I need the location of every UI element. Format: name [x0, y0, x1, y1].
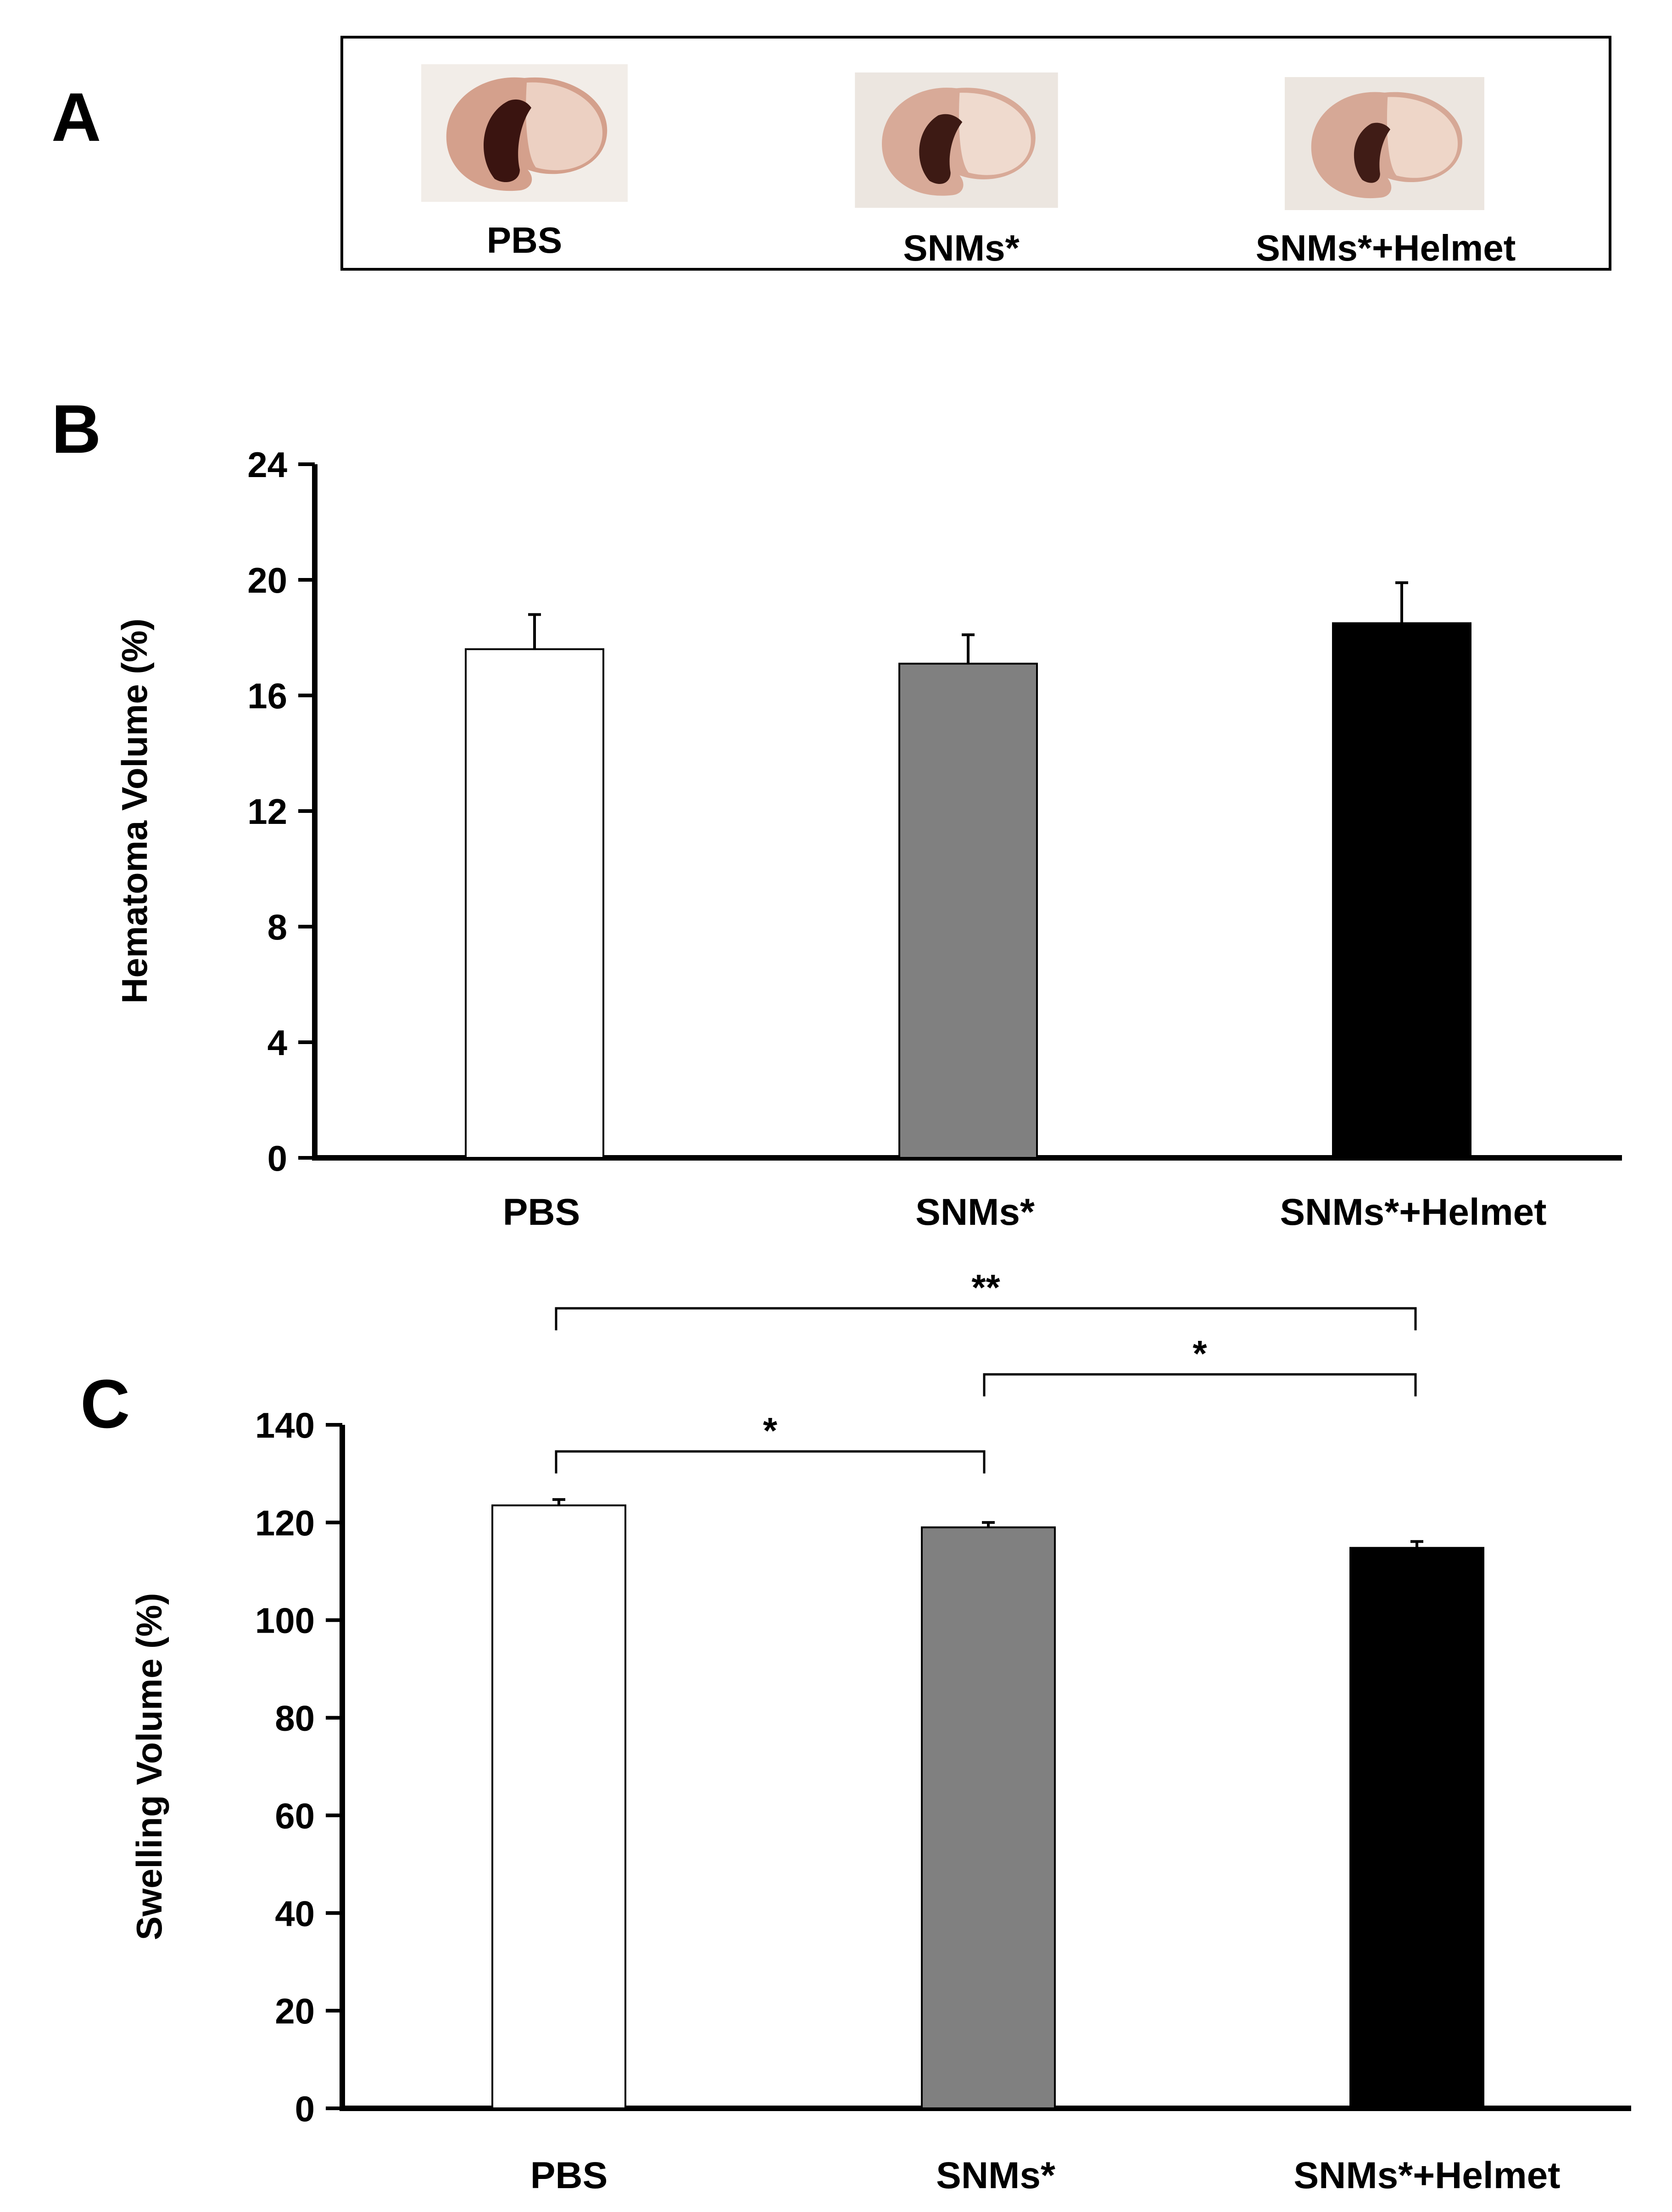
chart-b-hematoma: 0 4 8 12 16 20 24 Hematoma Volume (%) PBS SNMs* SN… — [114, 445, 1622, 1233]
y-tick-label: 4 — [268, 1023, 287, 1063]
bar-2 — [898, 662, 1038, 1159]
panel-a-label-snms-helmet: SNMs*+Helmet — [1255, 228, 1516, 268]
panel-a-label-snms: SNMs* — [903, 228, 1020, 268]
y-tick-label: 24 — [247, 445, 287, 485]
y-axis-label: Swelling Volume (%) — [129, 1593, 169, 1940]
panel-a-label-pbs: PBS — [486, 220, 563, 261]
y-axis-label: Hematoma Volume (%) — [114, 618, 155, 1003]
brain-section-snms-helmet-icon — [1285, 77, 1484, 210]
y-tick-label: 8 — [268, 907, 287, 947]
y-tick-label: 12 — [247, 791, 287, 832]
panel-a-frame — [340, 36, 1611, 271]
panel-b-letter: B — [51, 390, 101, 467]
y-tick-label: 0 — [295, 2089, 315, 2129]
x-category-label: PBS — [530, 2155, 608, 2196]
y-tick-label: 16 — [247, 676, 287, 716]
bar-3 — [1332, 622, 1471, 1159]
x-category-label: SNMs* — [936, 2155, 1055, 2196]
significance-label: * — [763, 1410, 778, 1451]
significance-label: * — [1193, 1333, 1207, 1374]
y-tick-label: 0 — [268, 1138, 287, 1178]
panel-a-letter: A — [51, 78, 101, 156]
y-tick-label: 80 — [275, 1698, 315, 1739]
x-category-label: PBS — [503, 1191, 580, 1233]
significance-label: ** — [971, 1267, 1000, 1308]
significance-bracket — [555, 1307, 1417, 1330]
y-tick-label: 20 — [247, 560, 287, 600]
x-category-label: SNMs*+Helmet — [1293, 2155, 1560, 2196]
y-tick-label: 20 — [275, 1991, 315, 2031]
significance-bracket — [555, 1450, 986, 1473]
y-tick-label: 60 — [275, 1795, 315, 1836]
y-tick-label: 40 — [275, 1893, 315, 1934]
bar-1 — [491, 1504, 626, 2109]
y-tick-label: 140 — [255, 1405, 315, 1445]
bar-1 — [465, 648, 604, 1159]
panel-c-letter: C — [80, 1365, 130, 1442]
brain-section-snms-icon — [855, 72, 1058, 208]
x-category-label: SNMs* — [915, 1191, 1035, 1233]
y-tick-label: 120 — [255, 1503, 315, 1543]
brain-section-pbs-icon — [421, 64, 628, 202]
bar-3 — [1349, 1547, 1484, 2109]
bar-2 — [921, 1526, 1056, 2109]
significance-bracket — [983, 1373, 1417, 1396]
x-category-label: SNMs*+Helmet — [1280, 1191, 1546, 1233]
y-tick-label: 100 — [255, 1601, 315, 1641]
